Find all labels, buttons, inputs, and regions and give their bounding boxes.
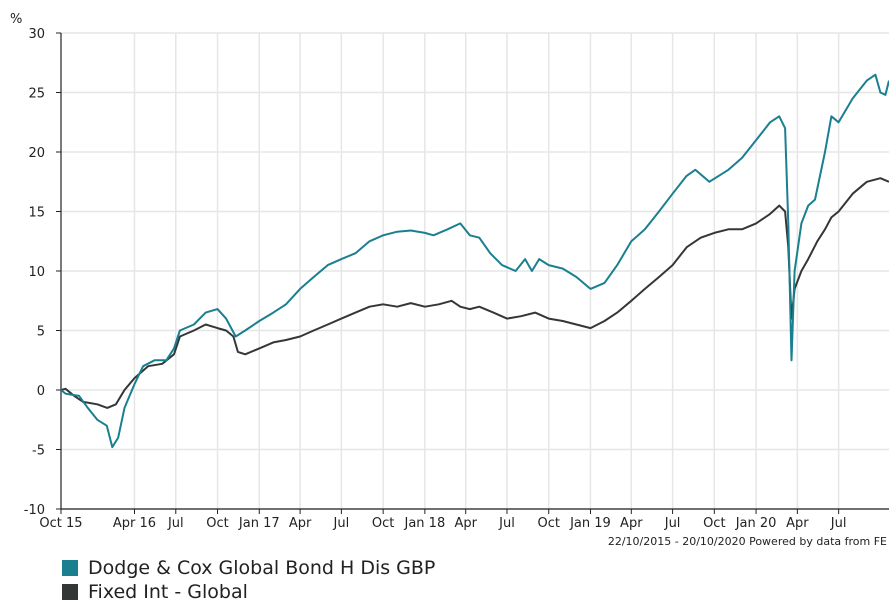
chart-footer: 22/10/2015 - 20/10/2020 Powered by data … [608, 535, 887, 548]
y-tick-label: 30 [28, 27, 45, 42]
series-lines [60, 73, 889, 449]
y-tick-label: 20 [28, 146, 45, 161]
legend-item-fixed-int-global[interactable]: Fixed Int - Global [62, 580, 435, 604]
x-tick-label: Oct [537, 516, 559, 531]
legend-label: Fixed Int - Global [88, 581, 248, 603]
x-tick-label: Oct [703, 516, 725, 531]
y-tick-label: 5 [37, 325, 45, 340]
x-tick-label: Oct [372, 516, 394, 531]
legend-item-dodge-cox[interactable]: Dodge & Cox Global Bond H Dis GBP [62, 556, 435, 580]
y-tick-label: 25 [28, 87, 45, 102]
y-tick-label: 15 [28, 206, 45, 221]
x-tick-label: Jul [167, 516, 184, 531]
y-tick-label: -10 [24, 503, 45, 518]
y-axis-label: % [10, 12, 22, 27]
axes [56, 32, 889, 514]
x-tick-label: Jan 20 [735, 516, 777, 531]
x-tick-label: Jan 18 [404, 516, 446, 531]
y-tick-label: -5 [32, 444, 45, 459]
x-tick-label: Apr [786, 516, 809, 531]
x-tick-label: Apr [289, 516, 312, 531]
y-tick-label: 0 [37, 384, 45, 399]
x-tick-label: Jul [498, 516, 515, 531]
x-tick-label: Apr 16 [113, 516, 156, 531]
tick-labels: -10 -5 0 5 10 15 20 25 30% Oct 15 Apr 16 Jul Oct Jan … [10, 12, 887, 548]
x-tick-label: Jul [664, 516, 681, 531]
x-tick-label: Oct 15 [39, 516, 82, 531]
y-tick-label: 10 [28, 265, 45, 280]
legend-swatch [62, 584, 78, 600]
grid-lines [61, 32, 889, 510]
x-tick-label: Jan 17 [238, 516, 280, 531]
legend: Dodge & Cox Global Bond H Dis GBP Fixed … [62, 556, 435, 604]
x-tick-label: Apr [620, 516, 643, 531]
x-tick-label: Oct [206, 516, 228, 531]
legend-swatch [62, 560, 78, 576]
series-line-0 [60, 73, 889, 449]
x-tick-label: Jan 19 [569, 516, 611, 531]
x-tick-label: Jul [830, 516, 847, 531]
legend-label: Dodge & Cox Global Bond H Dis GBP [88, 557, 436, 579]
series-line-1 [60, 177, 889, 409]
x-tick-label: Apr [454, 516, 477, 531]
x-tick-label: Jul [333, 516, 350, 531]
